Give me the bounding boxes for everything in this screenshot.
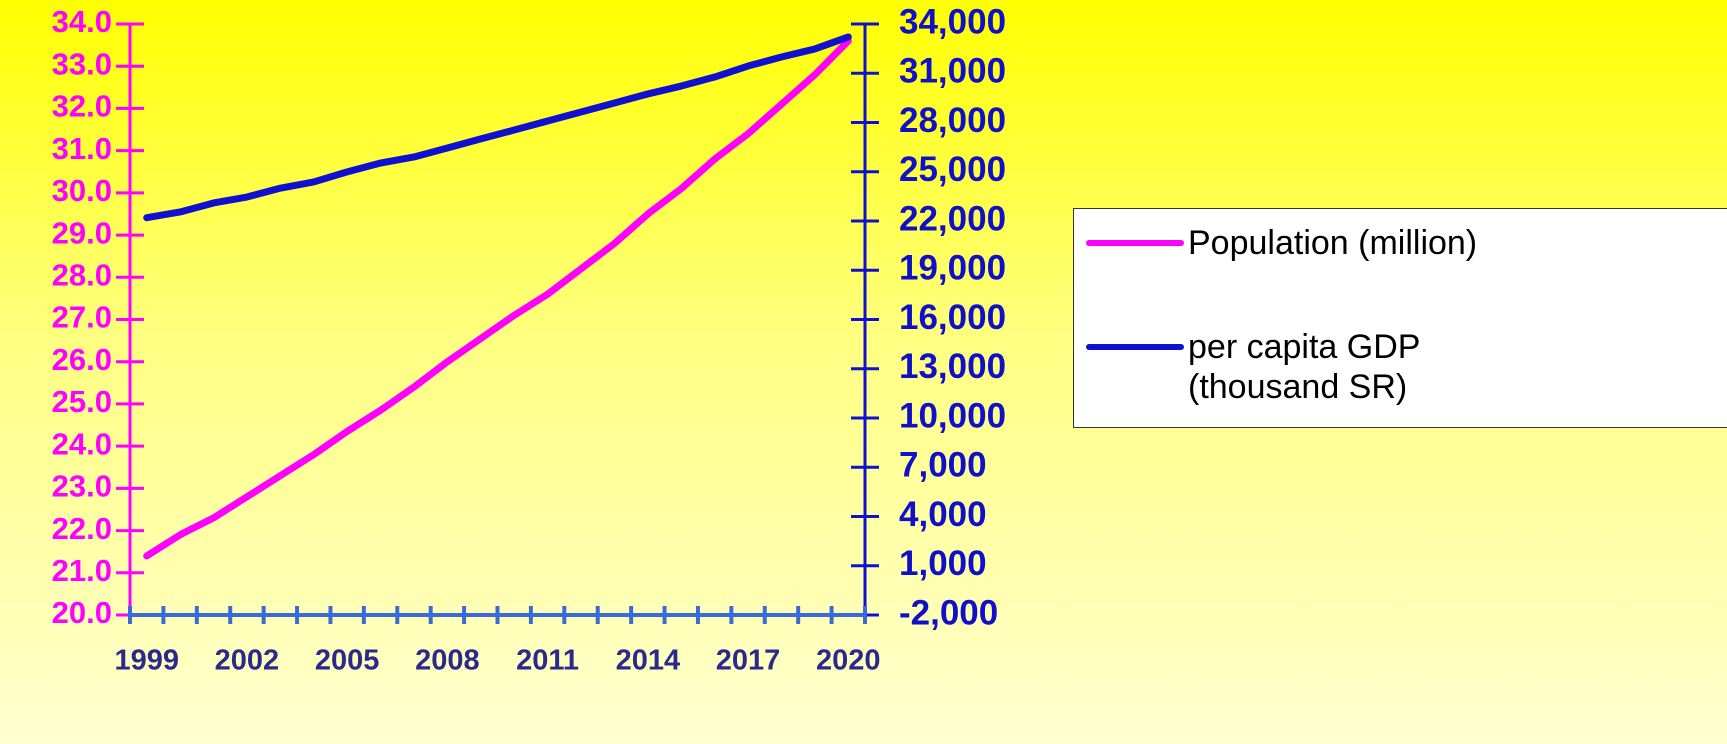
series-line: [143, 37, 852, 560]
legend-item: per capita GDP (thousand SR): [1086, 327, 1488, 407]
y-tick-label: 31.0: [52, 131, 112, 166]
legend-label: Population (million): [1188, 224, 1478, 262]
y2-tick-label: 7,000: [899, 446, 987, 485]
y2-tick-label: 10,000: [899, 396, 1006, 435]
legend-swatch: [1086, 344, 1184, 350]
legend-label: per capita GDP (thousand SR): [1188, 328, 1420, 406]
x-tick-label: 2011: [516, 645, 579, 677]
y-tick-label: 24.0: [52, 426, 112, 461]
y-tick-label: 23.0: [52, 469, 112, 504]
y-tick-label: 32.0: [52, 89, 112, 124]
y2-tick-label: -2,000: [899, 593, 998, 632]
y2-tick-label: 13,000: [899, 347, 1006, 386]
legend: Population (million) per capita GDP (thou…: [1073, 208, 1727, 428]
y2-tick-label: 1,000: [899, 544, 987, 583]
y-tick-label: 33.0: [52, 46, 112, 81]
series-line: [143, 33, 852, 222]
legend-swatch: [1086, 240, 1184, 246]
x-tick-label: 2002: [215, 645, 280, 677]
y-tick-label: 22.0: [52, 511, 112, 546]
y-tick-label: 20.0: [52, 595, 112, 630]
y-tick-label: 29.0: [52, 215, 112, 250]
y-tick-label: 34.0: [52, 4, 112, 39]
x-tick-label: 2005: [315, 645, 380, 677]
y2-tick-label: 34,000: [899, 2, 1006, 41]
x-tick-label: 2017: [716, 645, 781, 677]
y-tick-label: 28.0: [52, 257, 112, 292]
y-tick-label: 27.0: [52, 300, 112, 335]
x-tick-label: 2020: [816, 645, 881, 677]
x-tick-label: 2008: [415, 645, 480, 677]
y2-tick-label: 4,000: [899, 495, 987, 534]
y2-tick-label: 28,000: [899, 101, 1006, 140]
y-tick-label: 21.0: [52, 553, 112, 588]
x-tick-label: 1999: [114, 645, 179, 677]
y-tick-label: 30.0: [52, 173, 112, 208]
legend-item: Population (million): [1086, 223, 1568, 263]
y2-tick-label: 25,000: [899, 150, 1006, 189]
y-tick-label: 26.0: [52, 342, 112, 377]
y2-tick-label: 19,000: [899, 249, 1006, 288]
y-tick-label: 25.0: [52, 384, 112, 419]
x-tick-label: 2014: [616, 645, 681, 677]
y2-tick-label: 16,000: [899, 298, 1006, 337]
y2-tick-label: 31,000: [899, 52, 1006, 91]
y2-tick-label: 22,000: [899, 199, 1006, 238]
